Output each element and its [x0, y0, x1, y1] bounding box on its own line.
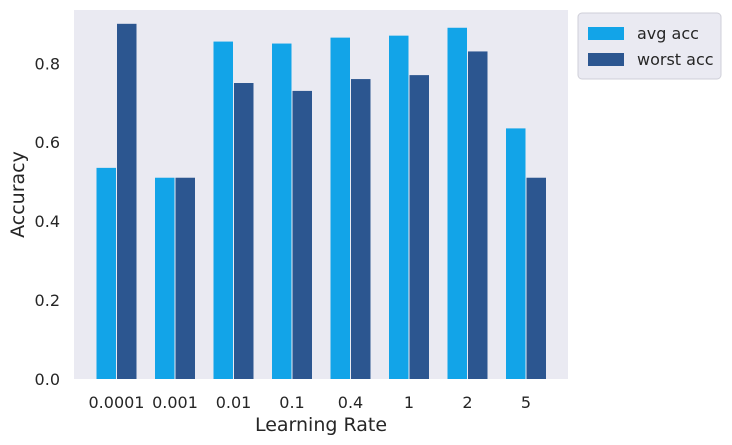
y-tick-label: 0.4: [35, 212, 60, 231]
x-tick-label: 0.01: [216, 393, 252, 412]
bar-worst-acc-0.001: [175, 177, 195, 379]
bars-group: [96, 23, 546, 380]
bar-avg-acc-2: [447, 27, 467, 379]
bar-worst-acc-2: [468, 51, 488, 379]
bar-avg-acc-0.1: [272, 43, 292, 379]
x-tick-label: 1: [404, 393, 414, 412]
y-tick-label: 0.8: [35, 54, 60, 73]
x-tick-label: 0.1: [279, 393, 304, 412]
bar-worst-acc-0.1: [292, 90, 312, 379]
y-axis-label: Accuracy: [7, 151, 29, 238]
legend-label: worst acc: [637, 50, 714, 69]
y-tick-label: 0.0: [35, 370, 60, 389]
legend-box: [577, 12, 722, 80]
y-axis-ticks: 0.0 0.2 0.4 0.6 0.8: [35, 54, 60, 389]
x-tick-label: 0.001: [152, 393, 198, 412]
bar-worst-acc-5: [526, 177, 546, 379]
bar-worst-acc-0.4: [351, 79, 371, 379]
y-tick-label: 0.6: [35, 133, 60, 152]
bar-avg-acc-5: [506, 128, 526, 379]
y-tick-label: 0.2: [35, 291, 60, 310]
legend: avg acc worst acc: [577, 12, 722, 80]
bar-worst-acc-0.01: [234, 83, 254, 380]
x-axis-label: Learning Rate: [255, 414, 387, 436]
bar-worst-acc-0.0001: [117, 23, 137, 379]
bar-avg-acc-0.001: [155, 177, 175, 379]
x-axis-ticks: 0.0001 0.001 0.01 0.1 0.4 1 2 5: [89, 393, 532, 412]
legend-label: avg acc: [637, 24, 699, 43]
bar-avg-acc-0.4: [330, 37, 350, 379]
bar-avg-acc-1: [389, 35, 409, 379]
legend-swatch: [588, 27, 624, 40]
x-tick-label: 2: [462, 393, 472, 412]
bar-avg-acc-0.01: [213, 41, 233, 379]
bar-avg-acc-0.0001: [96, 167, 116, 379]
x-tick-label: 0.4: [338, 393, 363, 412]
plot-area: [74, 10, 568, 379]
bar-worst-acc-1: [409, 75, 429, 379]
x-tick-label: 0.0001: [89, 393, 145, 412]
x-tick-label: 5: [521, 393, 531, 412]
legend-swatch: [588, 53, 624, 66]
